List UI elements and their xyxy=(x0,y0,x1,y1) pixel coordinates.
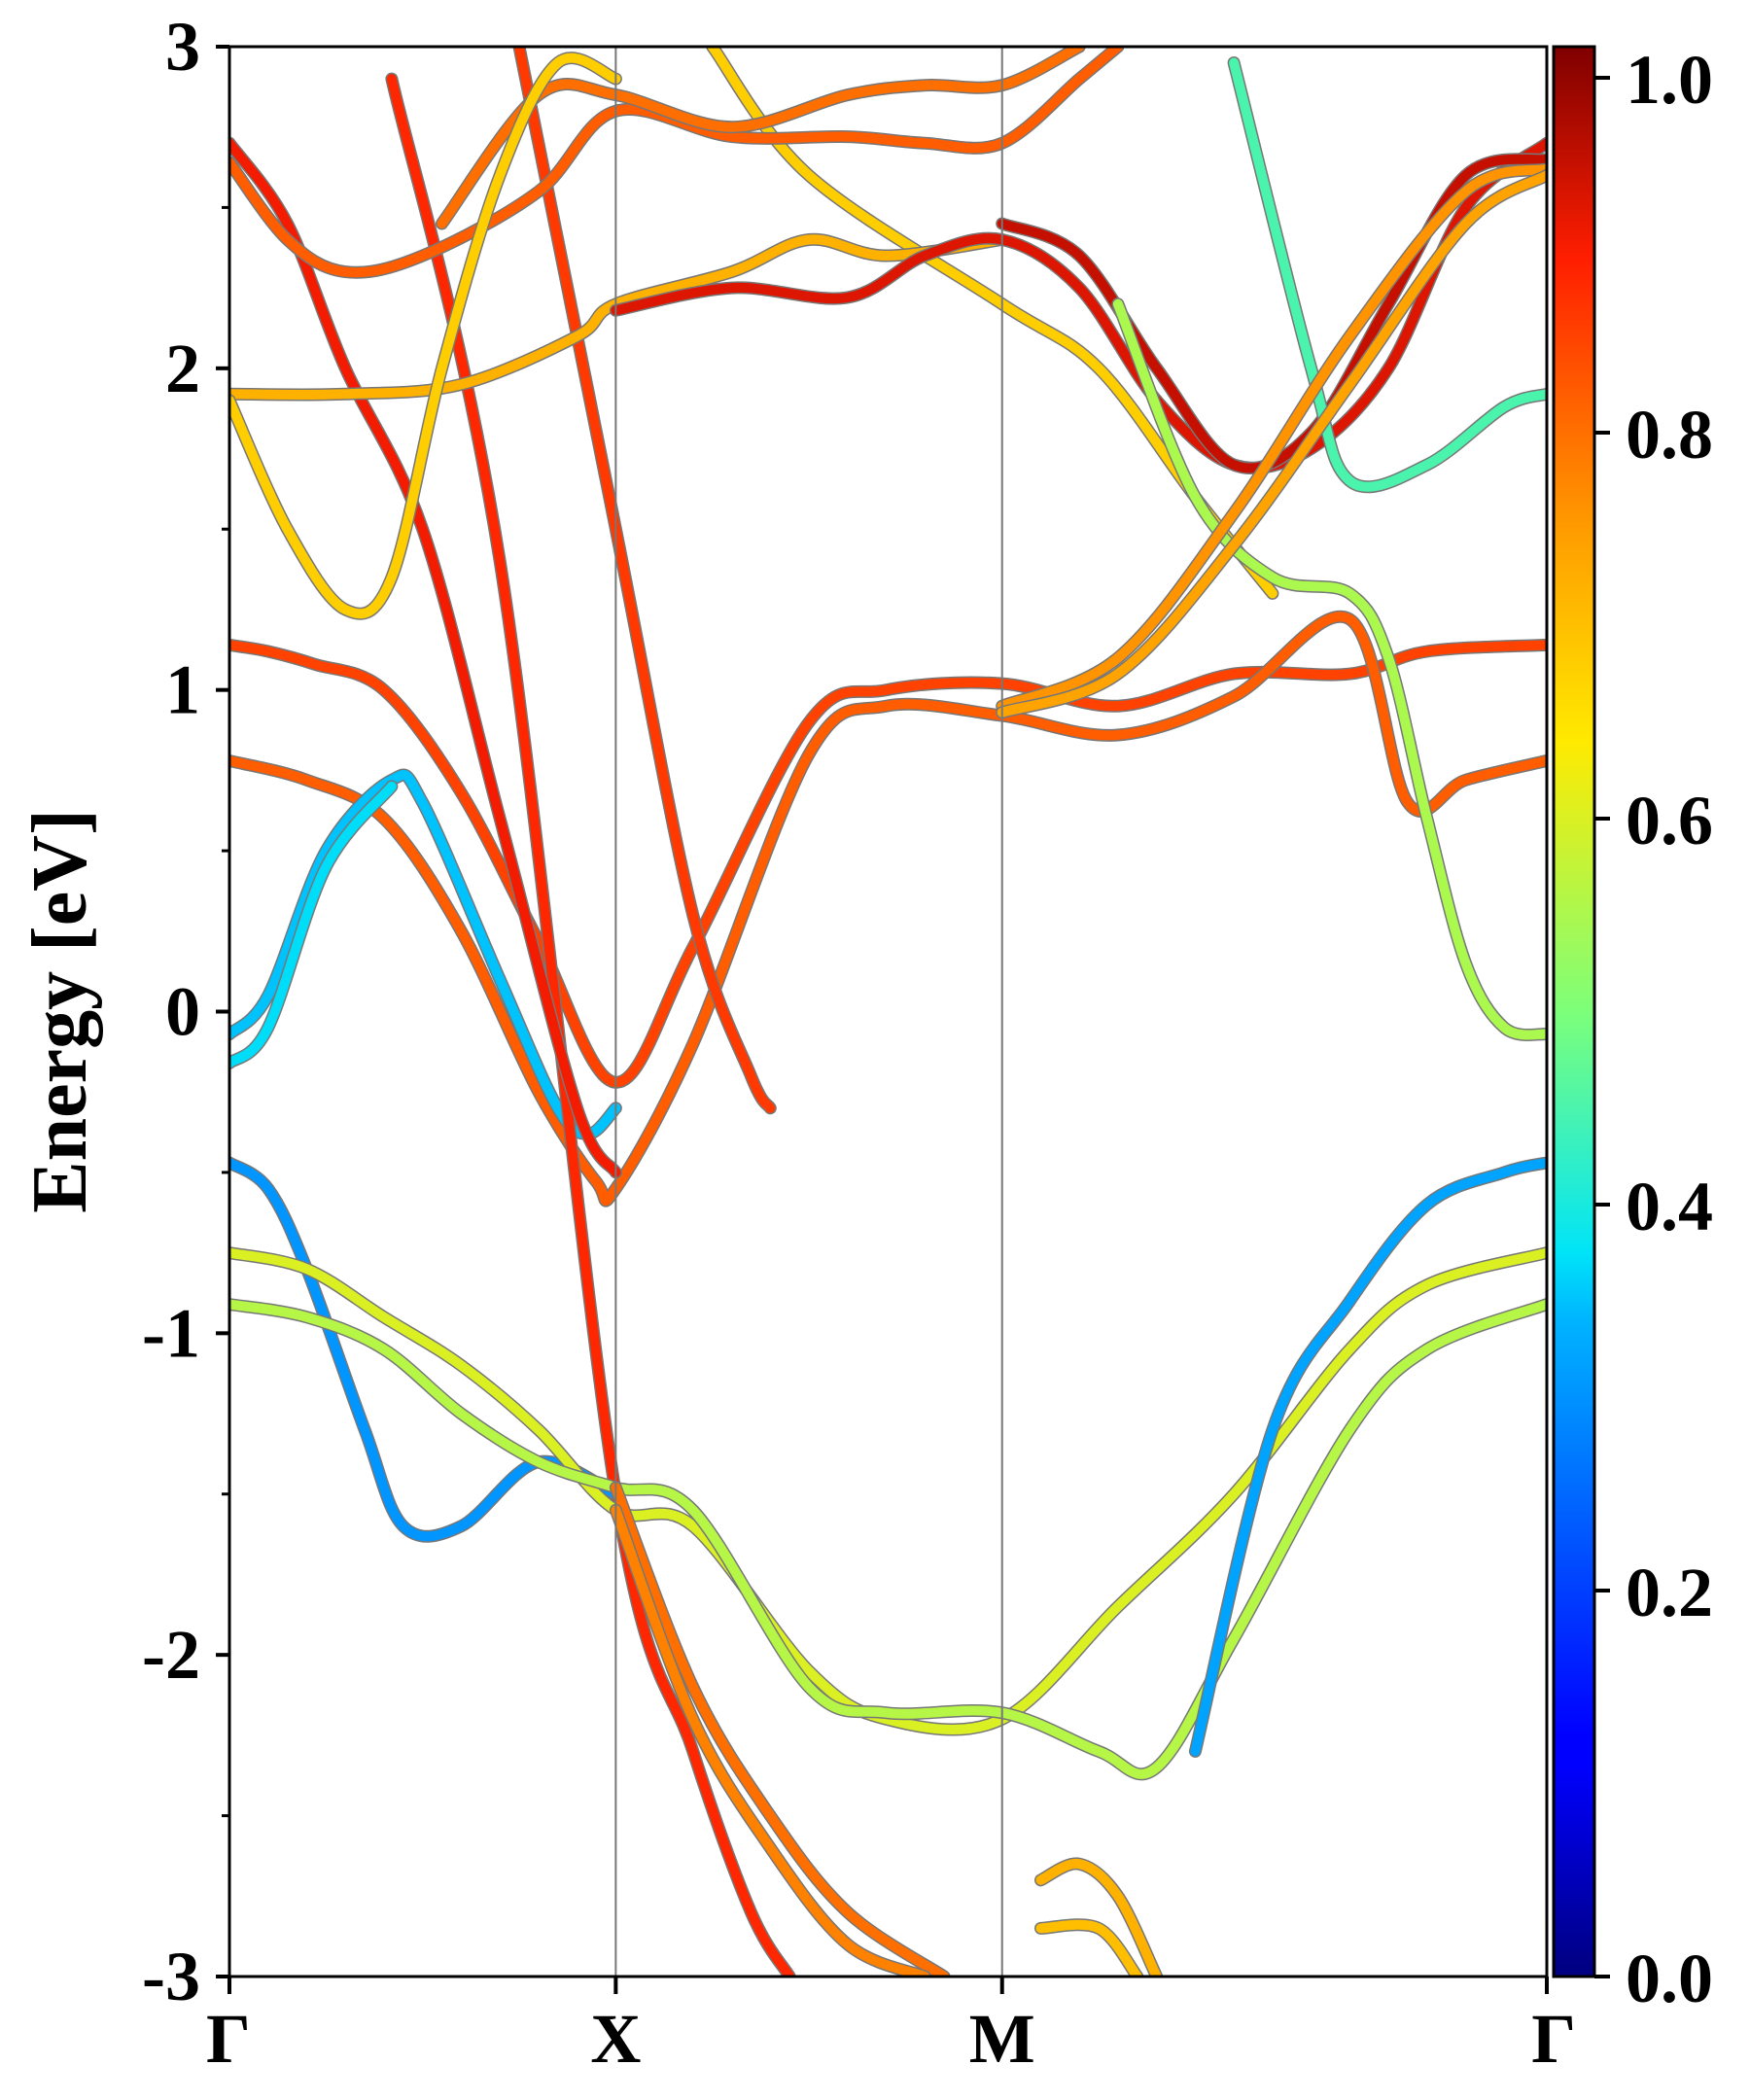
band-line-12 xyxy=(611,1505,930,1977)
colorbar-tick-label: 0.4 xyxy=(1626,1168,1713,1245)
band-line-7 xyxy=(229,1158,621,1542)
band-line-21 xyxy=(1112,298,1547,1040)
band-line-20 xyxy=(1229,57,1547,492)
band-outline-12 xyxy=(609,1503,931,1977)
band-line-0 xyxy=(229,640,1547,1088)
colorbar-axis: 0.0 0.2 0.4 0.6 0.8 1.0 xyxy=(1594,41,1713,2017)
band-line-8 xyxy=(229,1247,1547,1735)
band-outline-10 xyxy=(1188,1156,1547,1758)
x-tick-label: Γ xyxy=(1531,2000,1576,2078)
y-axis: -3 -2 -1 0 1 2 3 xyxy=(142,8,229,2015)
band-line-22 xyxy=(997,163,1547,712)
x-tick-label: M xyxy=(969,2000,1035,2078)
colorbar-tick-label: 0.8 xyxy=(1626,396,1713,473)
y-tick-label: 0 xyxy=(165,973,200,1051)
colorbar-tick-label: 1.0 xyxy=(1626,41,1713,119)
x-tick-label: Γ xyxy=(206,2000,251,2078)
colorbar-tick-label: 0.2 xyxy=(1626,1554,1713,1631)
y-tick-label: -2 xyxy=(142,1616,200,1694)
band-line-18 xyxy=(611,138,1547,473)
band-line-23 xyxy=(997,170,1547,718)
band-line-3 xyxy=(229,781,397,1068)
band-line-24 xyxy=(1035,1859,1162,1977)
y-tick-label: 3 xyxy=(165,8,200,86)
colorbar-tick-label: 0.0 xyxy=(1626,1940,1713,2017)
y-tick-label: -1 xyxy=(142,1294,200,1372)
high-symmetry-lines xyxy=(614,47,1003,1977)
band-lines xyxy=(229,47,1547,1977)
band-line-4 xyxy=(514,47,776,1113)
band-line-17 xyxy=(229,52,621,619)
band-line-25 xyxy=(1035,1919,1142,1977)
band-line-10 xyxy=(1190,1158,1547,1757)
band-outline-11 xyxy=(609,1481,951,1977)
y-tick-label: 2 xyxy=(165,330,200,407)
band-line-13 xyxy=(707,47,1278,599)
y-axis-label: Energy [eV] xyxy=(18,809,103,1212)
band-line-11 xyxy=(611,1483,950,1977)
band-line-9 xyxy=(229,1299,1547,1779)
band-outline-8 xyxy=(229,1246,1547,1736)
band-line-19 xyxy=(997,154,1547,473)
x-tick-label: X xyxy=(590,2000,641,2078)
y-tick-label: 1 xyxy=(165,651,200,729)
y-tick-label: -3 xyxy=(142,1938,200,2015)
band-outline-13 xyxy=(706,47,1279,600)
colorbar xyxy=(1552,45,1596,1978)
band-line-1 xyxy=(229,612,1547,1206)
colorbar-tick-label: 0.6 xyxy=(1626,782,1713,859)
